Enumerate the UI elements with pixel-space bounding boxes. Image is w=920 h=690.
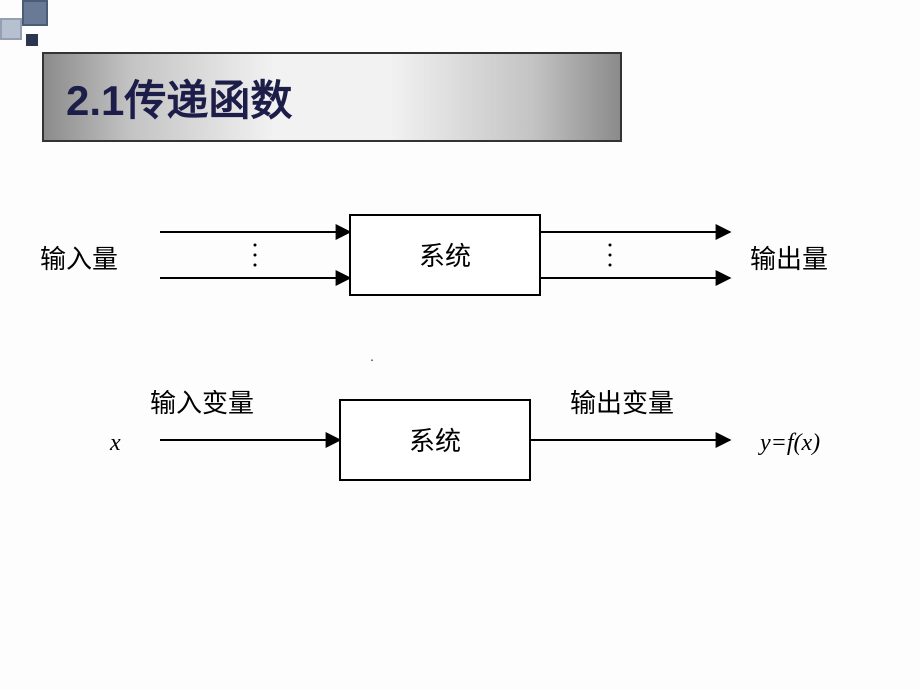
corner-decoration: [0, 0, 60, 50]
d1-in-dot: [254, 244, 257, 247]
deco-square-1: [22, 0, 48, 26]
d1-in-dot: [254, 264, 257, 267]
d1-input-label: 输入量: [40, 245, 118, 274]
d1-out-dot: [609, 264, 612, 267]
slide-title-text: 2.1传递函数: [66, 67, 292, 128]
d2-input-label: 输入变量: [150, 390, 254, 418]
d2-block-label: 系统: [409, 427, 461, 456]
d1-output-label: 输出量: [750, 245, 828, 274]
d1-out-dot: [609, 254, 612, 257]
slide-title-bar: 2.1传递函数: [42, 52, 622, 142]
d1-block-label: 系统: [419, 242, 471, 271]
d1-in-dot: [254, 254, 257, 257]
deco-square-3: [26, 34, 38, 46]
d2-input-var: x: [109, 430, 121, 456]
diagram-2-svg: 输入变量 x 系统 输出变量 y=f(x): [40, 390, 860, 510]
d2-output-label: 输出变量: [570, 390, 674, 418]
deco-square-2: [0, 18, 22, 40]
d2-output-expr: y=f(x): [758, 430, 820, 456]
diagrams-container: 输入量 系统 输出量 输入变量 x 系统: [40, 200, 880, 510]
small-dot-mark: .: [370, 348, 374, 364]
d1-out-dot: [609, 244, 612, 247]
diagram-1-svg: 输入量 系统 输出量: [40, 200, 860, 330]
